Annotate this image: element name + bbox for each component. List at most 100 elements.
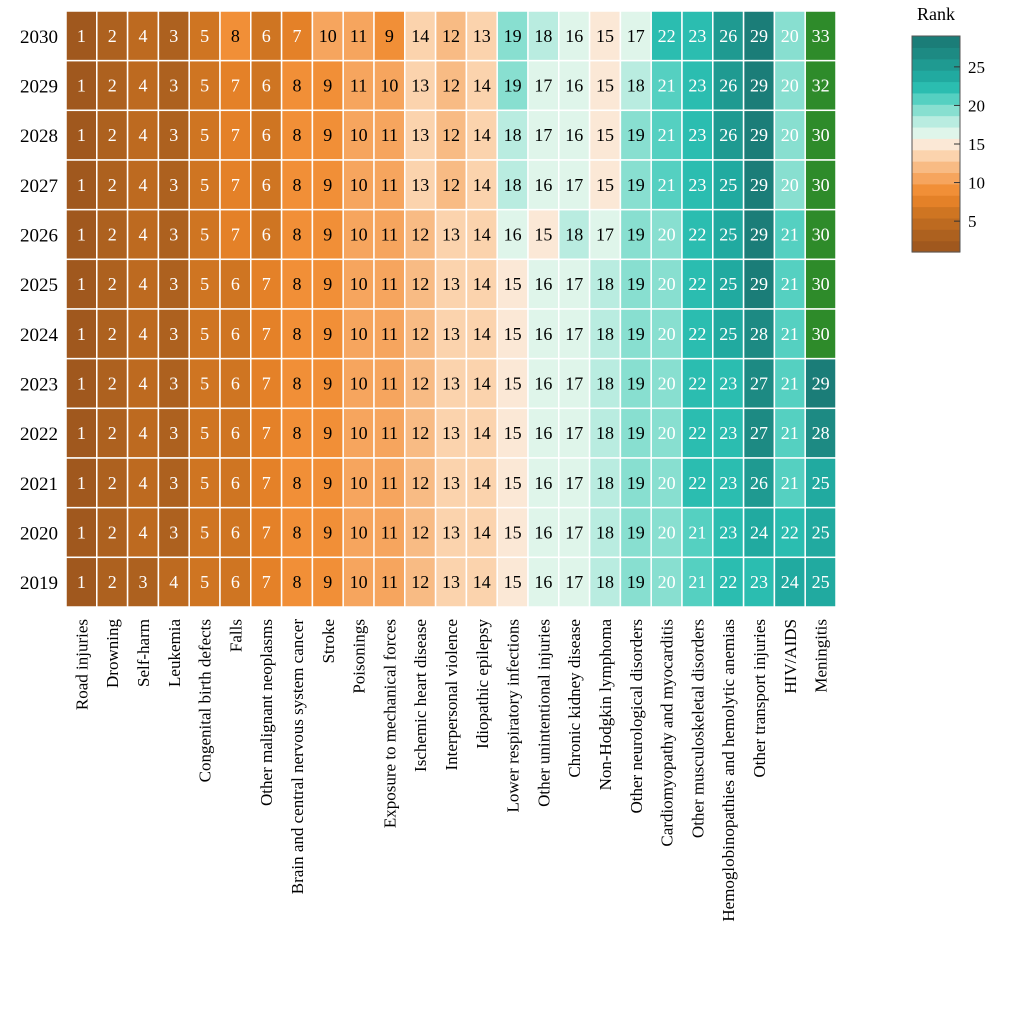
heatmap-cell bbox=[619, 357, 652, 410]
heatmap-cell bbox=[280, 506, 314, 559]
cell-value-label: 5 bbox=[200, 175, 209, 195]
cell-value-label: 11 bbox=[381, 572, 398, 592]
cell-value-label: 2 bbox=[108, 274, 117, 294]
cell-value-label: 1 bbox=[77, 76, 86, 96]
legend-swatch bbox=[912, 126, 960, 139]
heatmap-cell bbox=[558, 10, 591, 62]
cell-value-label: 6 bbox=[231, 473, 240, 493]
cell-value-label: 17 bbox=[565, 274, 583, 294]
heatmap-cell bbox=[742, 258, 776, 310]
heatmap-cell bbox=[96, 407, 129, 459]
cell-value-label: 1 bbox=[77, 324, 86, 344]
cell-value-label: 1 bbox=[77, 125, 86, 145]
heatmap-cell bbox=[465, 457, 498, 509]
cell-value-label: 18 bbox=[596, 523, 614, 543]
cell-value-label: 12 bbox=[442, 26, 460, 46]
cell-value-label: 13 bbox=[442, 423, 460, 443]
cell-value-label: 21 bbox=[781, 324, 799, 344]
heatmap-cell bbox=[342, 357, 375, 410]
cell-value-label: 1 bbox=[77, 423, 86, 443]
cell-value-label: 4 bbox=[139, 225, 148, 245]
cell-value-label: 26 bbox=[719, 125, 737, 145]
cell-value-label: 7 bbox=[293, 26, 302, 46]
x-axis-cause-labels: Road injuries Drowning Self-harm Leukemia Co… bbox=[72, 619, 830, 922]
heatmap-cell bbox=[280, 457, 314, 509]
cell-value-label: 11 bbox=[381, 423, 398, 443]
heatmap-cell bbox=[465, 506, 498, 559]
cell-value-label: 9 bbox=[323, 225, 332, 245]
x-tick-label: Chronic kidney disease bbox=[565, 619, 584, 778]
heatmap-cell bbox=[773, 10, 806, 62]
cell-value-label: 9 bbox=[323, 324, 332, 344]
x-tick-label: Poisonings bbox=[350, 619, 369, 694]
cell-value-label: 15 bbox=[504, 423, 522, 443]
cell-value-label: 18 bbox=[596, 572, 614, 592]
heatmap-cell bbox=[588, 59, 622, 112]
cell-value-label: 11 bbox=[381, 324, 398, 344]
cell-value-label: 8 bbox=[293, 225, 302, 245]
cell-value-label: 12 bbox=[411, 473, 429, 493]
cell-value-label: 23 bbox=[688, 125, 706, 145]
heatmap-cell bbox=[126, 208, 160, 261]
cell-value-label: 8 bbox=[293, 473, 302, 493]
heatmap-cell bbox=[311, 109, 344, 161]
cell-value-label: 8 bbox=[293, 374, 302, 394]
cell-value-label: 8 bbox=[293, 572, 302, 592]
heatmap-cell bbox=[588, 258, 622, 310]
heatmap-cell bbox=[434, 457, 468, 509]
cell-value-label: 30 bbox=[812, 175, 830, 195]
heatmap-cell bbox=[650, 556, 683, 608]
cell-value-label: 21 bbox=[688, 523, 706, 543]
cell-value-label: 2 bbox=[108, 423, 117, 443]
y-tick-label: 2026 bbox=[20, 226, 58, 247]
cell-value-label: 14 bbox=[473, 572, 491, 592]
heatmap-cell bbox=[742, 556, 776, 608]
heatmap-cell bbox=[742, 457, 776, 509]
heatmap-cell bbox=[465, 357, 498, 410]
cell-value-label: 12 bbox=[442, 175, 460, 195]
legend-ticks: 5 10 15 20 25 bbox=[954, 58, 985, 231]
heatmap-cell bbox=[434, 10, 468, 62]
heatmap-cell bbox=[311, 208, 344, 261]
y-tick-label: 2027 bbox=[20, 176, 58, 197]
cell-value-label: 20 bbox=[658, 225, 676, 245]
cell-value-label: 8 bbox=[293, 423, 302, 443]
legend-title: Rank bbox=[917, 4, 955, 24]
legend-swatch bbox=[912, 36, 960, 48]
heatmap-cell bbox=[742, 59, 776, 112]
heatmap-cell bbox=[712, 109, 745, 161]
heatmap-cell bbox=[650, 506, 683, 559]
cell-value-label: 23 bbox=[688, 175, 706, 195]
cell-value-label: 15 bbox=[504, 374, 522, 394]
heatmap-cell bbox=[619, 457, 652, 509]
cell-value-label: 3 bbox=[169, 175, 178, 195]
cell-value-label: 26 bbox=[719, 26, 737, 46]
cell-value-label: 7 bbox=[231, 225, 240, 245]
heatmap-cell bbox=[588, 308, 622, 360]
cell-value-label: 13 bbox=[442, 225, 460, 245]
cell-value-label: 30 bbox=[812, 225, 830, 245]
cell-value-label: 14 bbox=[473, 473, 491, 493]
heatmap-cell bbox=[465, 109, 498, 161]
cell-value-label: 7 bbox=[262, 572, 271, 592]
cell-value-label: 20 bbox=[658, 374, 676, 394]
cell-value-label: 5 bbox=[200, 572, 209, 592]
cell-value-label: 15 bbox=[596, 76, 614, 96]
heatmap-cell bbox=[280, 556, 314, 608]
cell-value-label: 20 bbox=[658, 324, 676, 344]
y-tick-label: 2025 bbox=[20, 275, 58, 296]
cell-value-label: 5 bbox=[200, 125, 209, 145]
cell-value-label: 4 bbox=[139, 324, 148, 344]
cell-value-label: 21 bbox=[658, 125, 676, 145]
heatmap-cell bbox=[712, 407, 745, 459]
cell-value-label: 8 bbox=[293, 523, 302, 543]
x-tick-label: Other neurological disorders bbox=[627, 619, 646, 814]
heatmap-cell bbox=[65, 159, 98, 211]
cell-value-label: 7 bbox=[231, 76, 240, 96]
cell-value-label: 1 bbox=[77, 523, 86, 543]
cell-value-label: 10 bbox=[350, 274, 368, 294]
cell-value-label: 7 bbox=[262, 523, 271, 543]
heatmap-cell bbox=[773, 407, 806, 459]
heatmap-cell bbox=[650, 457, 683, 509]
cell-value-label: 7 bbox=[231, 125, 240, 145]
